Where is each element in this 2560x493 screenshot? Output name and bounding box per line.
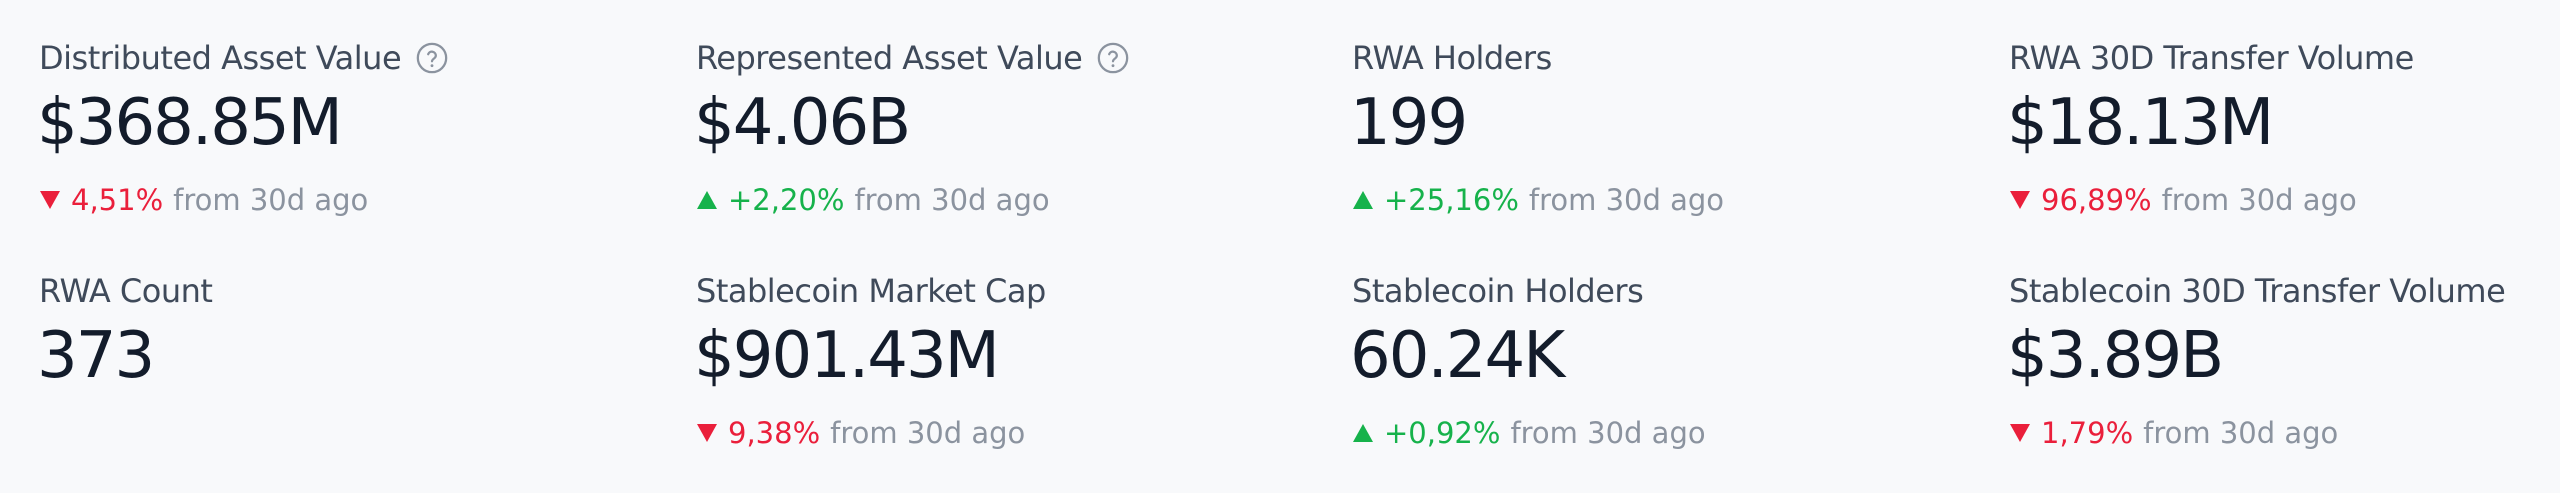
help-icon[interactable] [1096,41,1130,75]
change-period: from 30d ago [830,416,1026,450]
metric-label-text: RWA Count [39,272,213,310]
metric-value: $18.13M [2007,86,2274,160]
up-arrow [1353,424,1373,442]
change-percent: +25,16% [1384,183,1519,217]
metric-value: 199 [1350,86,1468,160]
change-percent: 1,79% [2041,416,2134,450]
metric-card: RWA 30D Transfer Volume $18.13M 96,89% from… [2007,36,2560,256]
down-arrow [40,191,60,209]
metric-value: 60.24K [1350,319,1565,393]
metric-label: Stablecoin Market Cap [696,269,1046,313]
change-period: from 30d ago [2161,183,2357,217]
metric-label: Represented Asset Value [696,36,1130,80]
metric-card: Distributed Asset Value $368.85M 4,51% from… [37,36,679,256]
metric-label: RWA 30D Transfer Volume [2009,36,2414,80]
help-icon[interactable] [415,41,449,75]
metric-change: +0,92% from 30d ago [1352,413,1706,453]
metric-value: $3.89B [2007,319,2224,393]
metric-card: RWA Holders 199 +25,16% from 30d ago [1350,36,1992,256]
metric-change: 1,79% from 30d ago [2009,413,2338,453]
metric-value: $368.85M [37,86,343,160]
metric-change: 4,51% from 30d ago [39,180,368,220]
metric-value: 373 [37,319,155,393]
metric-label: Stablecoin Holders [1352,269,1644,313]
metric-label-text: Stablecoin Holders [1352,272,1644,310]
metric-card: Stablecoin Market Cap $901.43M 9,38% from 3… [694,269,1336,489]
down-arrow [2010,191,2030,209]
change-percent: +2,20% [728,183,845,217]
change-period: from 30d ago [173,183,369,217]
change-percent: 9,38% [728,416,821,450]
up-arrow [697,191,717,209]
change-percent: 4,51% [71,183,164,217]
metric-card: Represented Asset Value $4.06B +2,20% from … [694,36,1336,256]
metric-label-text: Stablecoin 30D Transfer Volume [2009,272,2506,310]
metric-change: +25,16% from 30d ago [1352,180,1724,220]
change-period: from 30d ago [1510,416,1706,450]
up-arrow [1353,191,1373,209]
metric-value: $901.43M [694,319,1000,393]
metric-label: RWA Holders [1352,36,1552,80]
change-period: from 30d ago [2143,416,2339,450]
metric-label: Distributed Asset Value [39,36,449,80]
metric-label: RWA Count [39,269,213,313]
metric-label-text: RWA Holders [1352,39,1552,77]
metric-card: Stablecoin 30D Transfer Volume $3.89B 1,79… [2007,269,2560,489]
change-period: from 30d ago [854,183,1050,217]
metric-change: 9,38% from 30d ago [696,413,1025,453]
metric-label-text: RWA 30D Transfer Volume [2009,39,2414,77]
down-arrow [697,424,717,442]
metric-value: $4.06B [694,86,911,160]
metric-change: 96,89% from 30d ago [2009,180,2357,220]
metric-label-text: Represented Asset Value [696,39,1083,77]
metric-card: RWA Count 373 [37,269,679,489]
change-percent: +0,92% [1384,416,1501,450]
metric-change: +2,20% from 30d ago [696,180,1050,220]
metric-card: Stablecoin Holders 60.24K +0,92% from 30d a… [1350,269,1992,489]
metric-label: Stablecoin 30D Transfer Volume [2009,269,2506,313]
change-period: from 30d ago [1528,183,1725,217]
down-arrow [2010,424,2030,442]
metric-label-text: Distributed Asset Value [39,39,402,77]
change-percent: 96,89% [2041,183,2152,217]
metric-label-text: Stablecoin Market Cap [696,272,1046,310]
